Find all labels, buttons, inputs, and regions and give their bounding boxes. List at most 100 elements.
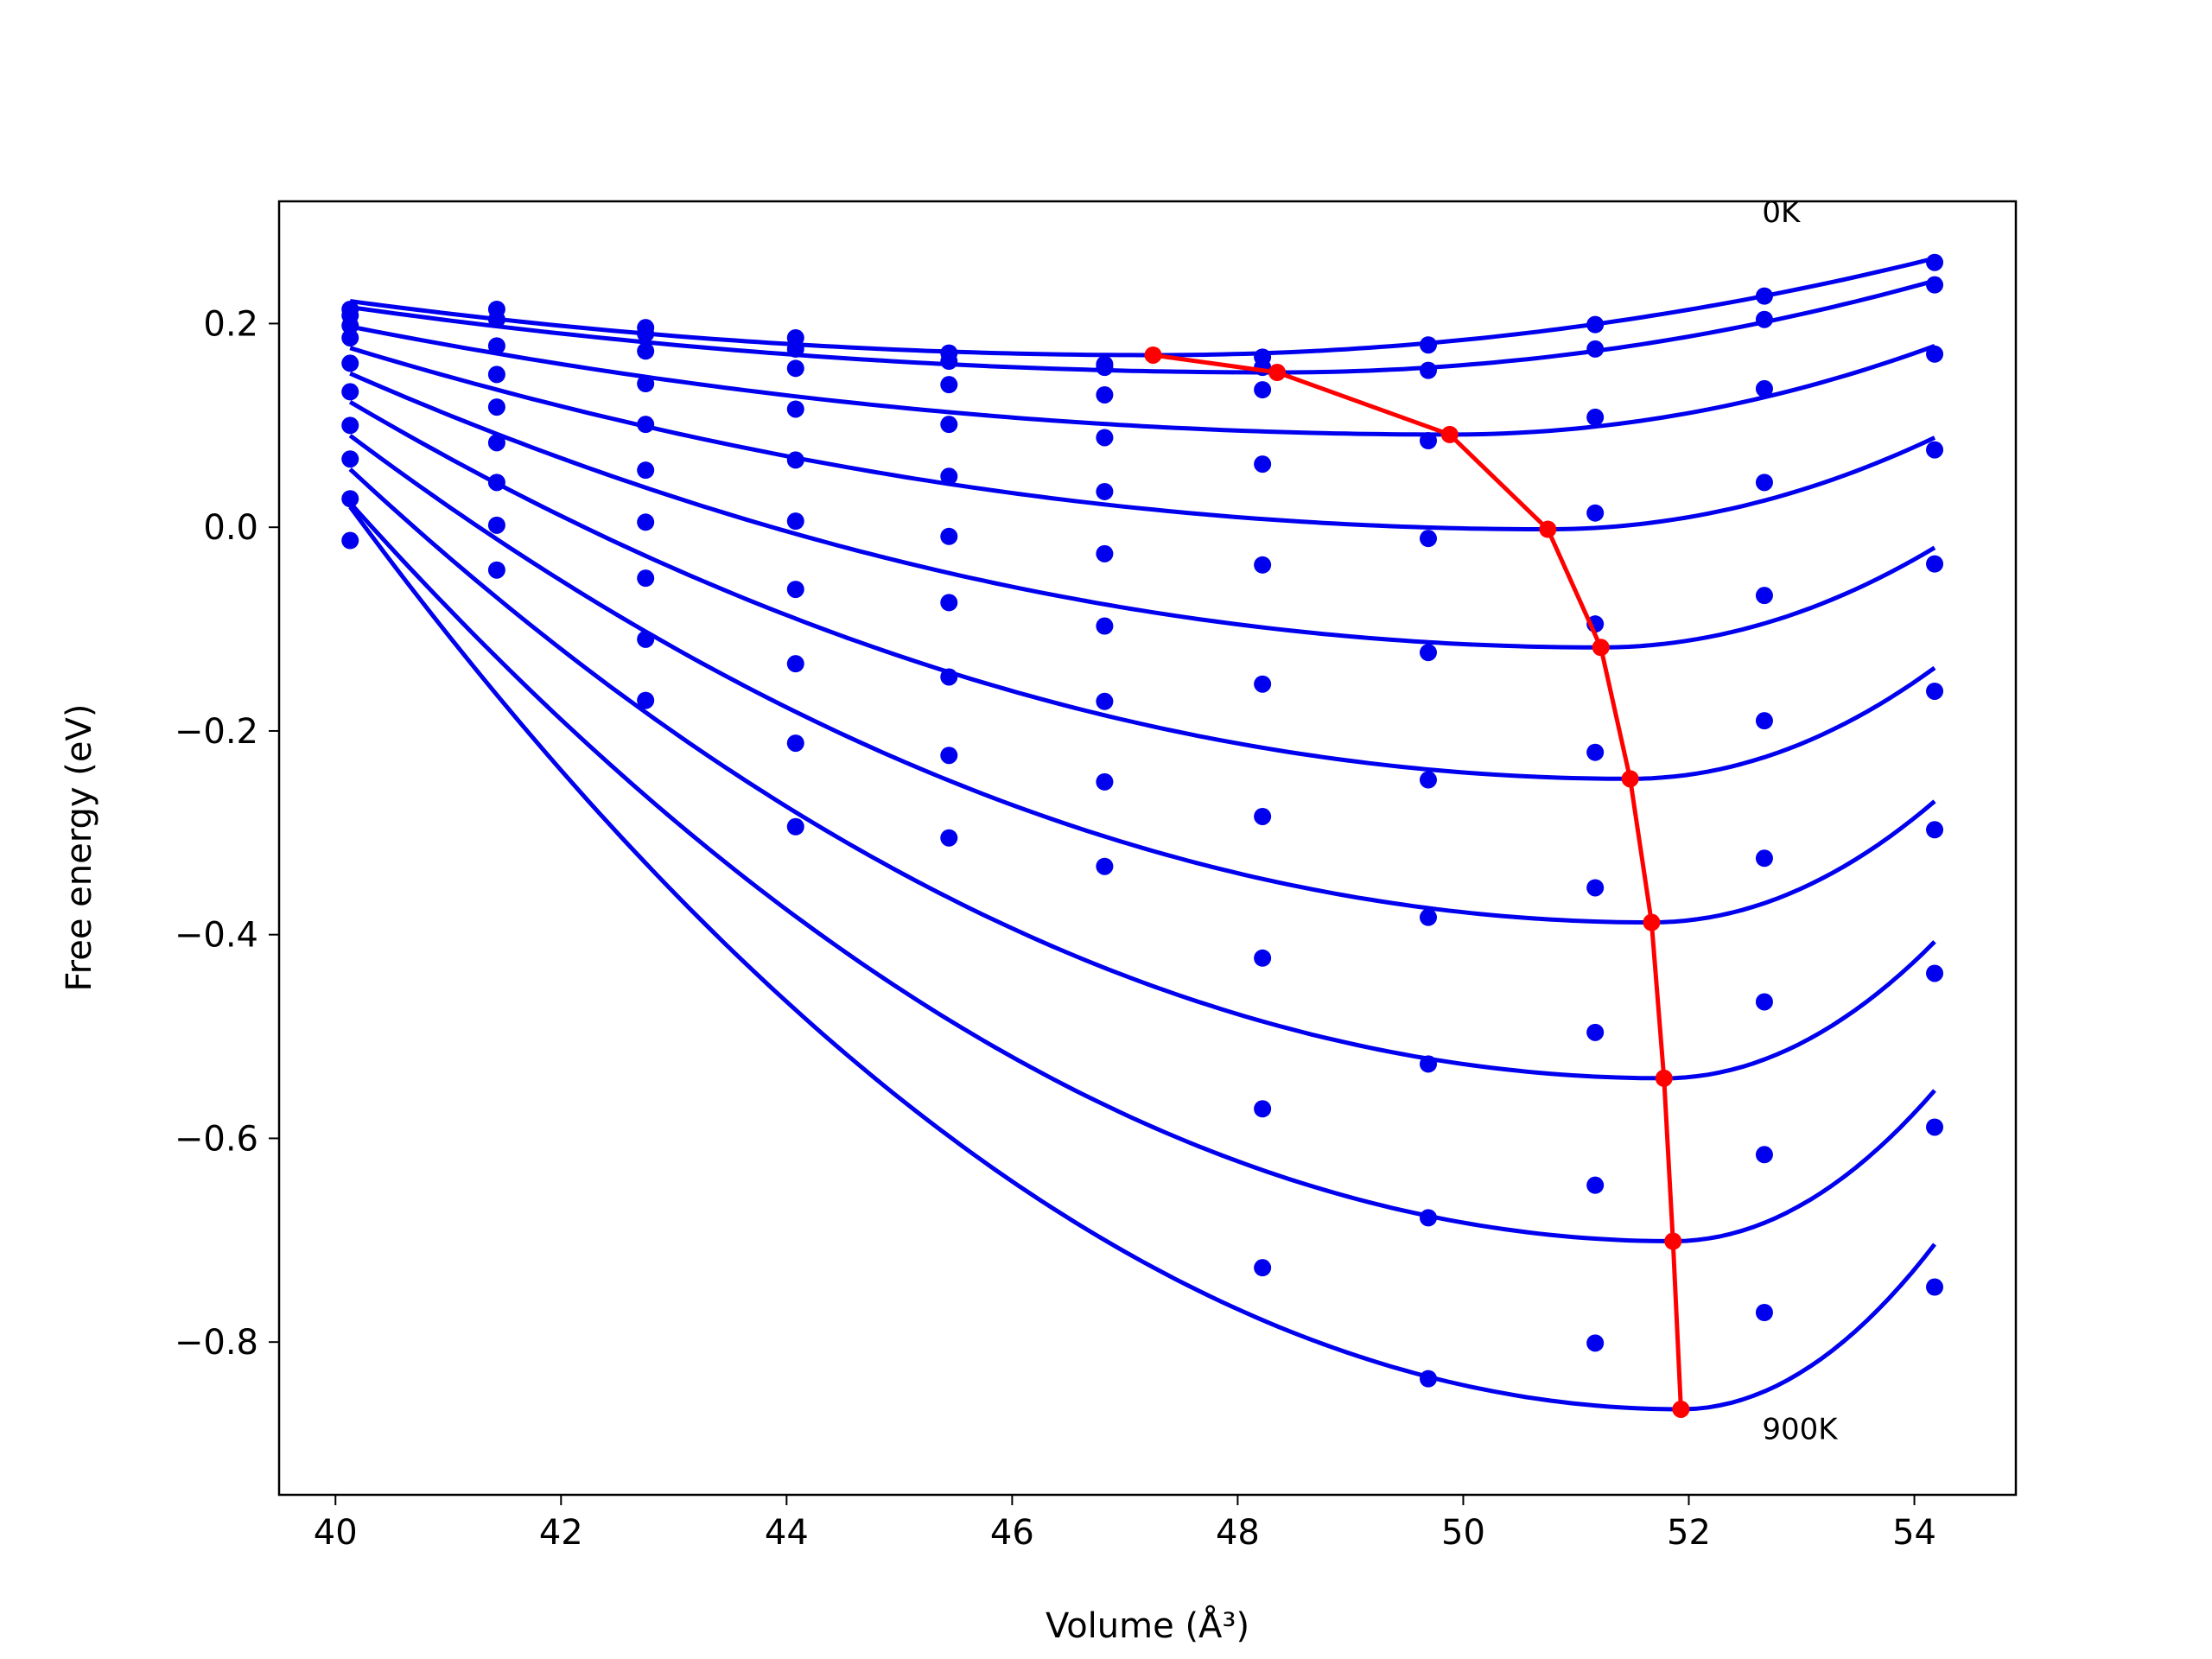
data-point-100k — [940, 353, 958, 371]
equilibrium-point — [1592, 639, 1610, 657]
equilibrium-point — [1144, 346, 1162, 364]
data-point-0k — [1755, 287, 1773, 305]
data-point-400k — [1755, 587, 1773, 605]
data-point-200k — [637, 342, 655, 360]
data-point-400k — [1419, 644, 1437, 662]
data-point-700k — [1254, 949, 1272, 967]
data-point-300k — [1755, 474, 1773, 492]
data-point-500k — [1755, 712, 1773, 730]
fit-curve-500k — [348, 400, 1936, 781]
equilibrium-point — [1539, 520, 1557, 538]
data-point-300k — [1254, 455, 1272, 474]
data-point-600k — [1254, 807, 1272, 825]
data-point-200k — [1096, 385, 1114, 404]
data-point-500k — [637, 461, 655, 480]
data-point-300k — [341, 328, 359, 346]
data-point-200k — [487, 337, 505, 355]
fit-curve-300k — [349, 346, 1936, 532]
data-point-600k — [341, 416, 359, 435]
y-tick-label: 0.2 — [203, 304, 258, 344]
data-point-300k — [940, 416, 958, 434]
data-point-700k — [341, 450, 359, 468]
data-point-500k — [487, 434, 505, 452]
data-point-800k — [1755, 1146, 1773, 1164]
data-point-900k — [1096, 857, 1114, 875]
data-point-700k — [637, 569, 655, 588]
data-point-800k — [1096, 772, 1114, 791]
data-point-400k — [487, 398, 505, 416]
data-point-500k — [1419, 771, 1437, 789]
data-point-900k — [786, 817, 804, 836]
data-point-0k — [1586, 315, 1605, 334]
fit-curve-200k — [349, 324, 1936, 437]
fit-curve-400k — [349, 371, 1936, 650]
y-tick-label: −0.4 — [175, 916, 258, 956]
data-point-900k — [637, 691, 655, 709]
data-point-300k — [1096, 429, 1114, 447]
equilibrium-point — [1643, 913, 1661, 931]
data-point-900k — [1926, 1278, 1944, 1296]
equilibrium-point — [1268, 364, 1287, 382]
data-point-0k — [1419, 336, 1437, 354]
data-points — [341, 253, 1944, 1388]
x-tick-label: 52 — [1667, 1513, 1711, 1553]
x-tick-label: 54 — [1892, 1513, 1936, 1553]
data-point-100k — [1755, 310, 1773, 328]
data-point-600k — [940, 594, 958, 612]
data-point-400k — [341, 354, 359, 372]
equilibrium-line — [1153, 353, 1683, 1410]
data-point-800k — [637, 630, 655, 648]
data-point-400k — [637, 416, 655, 434]
data-point-800k — [341, 490, 359, 508]
data-point-100k — [1586, 340, 1605, 358]
data-point-200k — [1926, 345, 1944, 363]
data-point-900k — [341, 531, 359, 550]
data-point-800k — [1254, 1100, 1272, 1118]
data-point-500k — [1586, 743, 1605, 761]
fit-curve-100k — [349, 278, 1936, 375]
data-point-700k — [487, 516, 505, 534]
y-axis-label: Free energy (eV) — [60, 704, 99, 992]
x-tick-label: 42 — [539, 1513, 583, 1553]
data-point-100k — [487, 310, 505, 328]
annotation-0k: 0K — [1762, 195, 1802, 230]
y-tick-label: −0.8 — [175, 1323, 258, 1363]
data-point-800k — [940, 747, 958, 765]
data-point-300k — [1926, 441, 1944, 459]
data-point-500k — [1926, 682, 1944, 700]
data-point-700k — [1096, 692, 1114, 710]
data-point-800k — [1586, 1176, 1605, 1194]
data-point-600k — [1926, 821, 1944, 839]
x-tick-label: 50 — [1441, 1513, 1485, 1553]
x-axis: 40 42 44 46 48 50 52 54 — [314, 1495, 1936, 1553]
data-point-800k — [1419, 1209, 1437, 1227]
data-point-200k — [341, 316, 359, 334]
data-point-100k — [1419, 361, 1437, 379]
fit-curve-0k — [349, 256, 1936, 358]
plot-frame — [277, 200, 2018, 1497]
data-point-300k — [637, 374, 655, 392]
data-point-0k — [1926, 253, 1944, 271]
data-point-700k — [786, 655, 804, 673]
data-point-300k — [786, 400, 804, 418]
data-point-900k — [940, 829, 958, 847]
fit-curve-900k — [348, 505, 1936, 1412]
y-axis: 0.2 0.0 −0.2 −0.4 −0.6 −0.8 — [175, 304, 279, 1363]
data-point-700k — [940, 668, 958, 686]
data-point-200k — [940, 376, 958, 394]
data-point-500k — [341, 383, 359, 401]
x-tick-label: 48 — [1216, 1513, 1260, 1553]
data-point-100k — [786, 340, 804, 358]
y-tick-label: −0.2 — [175, 712, 258, 752]
data-point-600k — [786, 581, 804, 599]
data-point-900k — [1419, 1370, 1437, 1388]
data-point-900k — [1755, 1304, 1773, 1322]
data-point-600k — [637, 513, 655, 531]
data-point-600k — [1755, 849, 1773, 868]
data-point-300k — [1419, 530, 1437, 548]
y-tick-label: 0.0 — [203, 508, 258, 548]
fit-curve-600k — [348, 434, 1936, 925]
data-point-500k — [1254, 675, 1272, 693]
data-point-200k — [1254, 381, 1272, 399]
